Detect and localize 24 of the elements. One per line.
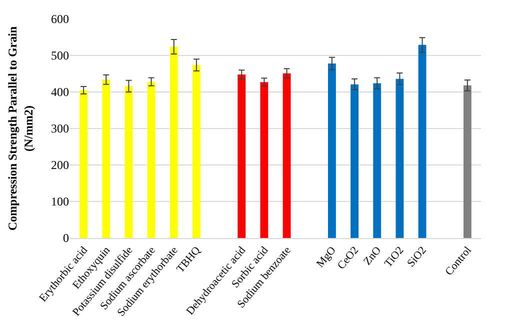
bar	[350, 84, 358, 238]
bar	[396, 78, 404, 238]
bar	[124, 86, 133, 238]
bar	[418, 44, 426, 238]
bar	[147, 82, 156, 238]
bar	[102, 80, 110, 238]
x-tick-label: ZnO	[361, 244, 384, 268]
bar	[328, 64, 336, 238]
y-tick-label: 0	[63, 231, 69, 246]
bar	[238, 74, 246, 238]
y-tick-label: 300	[51, 122, 69, 136]
bar	[192, 64, 200, 238]
bar	[373, 83, 382, 238]
y-tick-label: 500	[51, 48, 69, 63]
bar	[282, 73, 291, 238]
y-tick-label: 600	[51, 12, 69, 26]
y-axis-title: Compression Strength Parallel to Grain (N/mm2)	[6, 26, 36, 231]
y-tick-label: 400	[51, 85, 69, 100]
y-tick-label: 100	[51, 194, 69, 209]
bar	[80, 90, 88, 238]
bar	[170, 46, 178, 238]
bar	[260, 82, 268, 238]
y-tick-label: 200	[51, 158, 69, 172]
bar	[464, 85, 472, 238]
